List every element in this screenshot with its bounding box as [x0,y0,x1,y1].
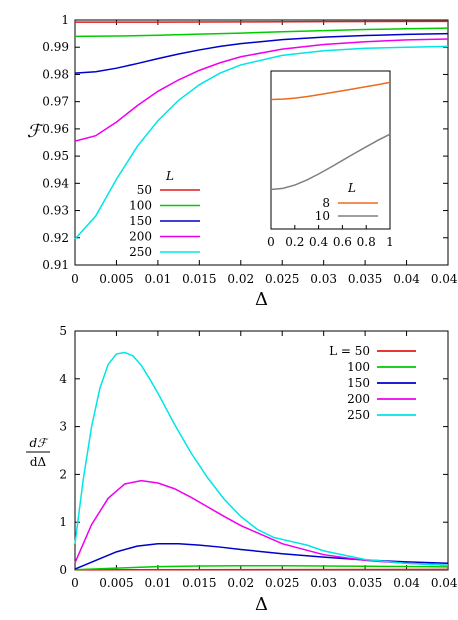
inset-series-line-8 [270,81,391,101]
y-tick-label: 3 [59,420,67,434]
y-tick-label: 0.98 [42,67,69,81]
y-tick-label: 0.93 [42,204,69,218]
x-axis-label: Δ [255,594,268,615]
x-tick-label: 0.03 [310,272,337,286]
inset-series-line-10 [270,133,391,191]
y-tick-label: 5 [59,324,67,338]
x-tick-label: 0.025 [265,576,299,590]
x-tick-label: 0.005 [99,272,133,286]
x-tick-label: 0.005 [99,576,133,590]
plot-frame-top [74,19,449,266]
series-line-50 [75,20,449,23]
legend-label: 150 [347,376,370,390]
x-tick-label: 0.02 [227,576,254,590]
y-tick-label: 0 [59,563,67,577]
chart-bottom: 0 0.005 0.01 0.015 0.02 0.025 0.03 0.035 0.04 0.0… [26,324,458,615]
y-tick-label: 0.97 [42,95,69,109]
x-tick-label: 0.015 [182,272,216,286]
y-tick-label: 0.95 [42,149,69,163]
x-tick-label: 0 [71,576,79,590]
series-line-100 [74,564,449,571]
inset-chart: 0 0.2 0.4 0.6 0.8 1 L 810 [267,70,394,249]
inset-x-tick-label: 0.8 [357,235,376,249]
y-axis-label-numerator: dℱ [29,436,49,450]
legend-label: 250 [129,245,152,259]
x-tick-label: 0.045 [431,576,458,590]
x-tick-label: 0.03 [310,576,337,590]
x-tick-label: 0.01 [145,272,172,286]
y-axis-label: ℱ [27,121,44,142]
inset-legend-title: L [347,181,356,195]
y-tick-label: 0.91 [42,258,69,272]
y-tick-label: 2 [59,467,67,481]
series-line-200 [74,38,449,142]
y-tick-label: 1 [59,515,67,529]
legend-label: 200 [347,392,370,406]
series-line-200 [74,479,449,566]
inset-x-tick-label: 0 [267,235,275,249]
y-tick-label: 0.92 [42,231,69,245]
y-tick-label: 0.96 [42,122,69,136]
legend-label: 50 [137,183,152,197]
inset-x-tick-label: 1 [386,235,394,249]
inset-frame [270,70,391,230]
y-tick-label: 0.99 [42,40,69,54]
x-tick-label: 0.04 [393,576,420,590]
y-tick-label: 0.94 [42,176,69,190]
inset-x-tick-label: 0.4 [309,235,328,249]
x-tick-label: 0.035 [348,272,382,286]
inset-x-tick-label: 0.2 [285,235,304,249]
x-tick-label: 0 [71,272,79,286]
legend-label: 100 [129,199,152,213]
legend-title: L = 50 [329,344,370,358]
legend-label: 150 [129,214,152,228]
x-tick-label: 0.035 [348,576,382,590]
x-axis-label: Δ [255,289,268,310]
y-axis-label-denominator: dΔ [30,455,47,469]
inset-legend-label: 8 [322,196,330,210]
legend-label: 250 [347,408,370,422]
legend-label: 200 [129,230,152,244]
y-tick-label: 4 [59,372,67,386]
chart-top: 0 0.005 0.01 0.015 0.02 0.025 0.03 0.035 0.04 0.0… [27,13,458,310]
legend-title: L [165,169,174,183]
series-line-250 [74,351,449,566]
series-line-150 [74,32,449,74]
x-tick-label: 0.01 [145,576,172,590]
x-tick-label: 0.045 [431,272,458,286]
series-line-100 [74,27,449,38]
x-tick-label: 0.04 [393,272,420,286]
y-tick-label: 1 [61,13,69,27]
x-tick-label: 0.02 [227,272,254,286]
x-tick-label: 0.015 [182,576,216,590]
x-tick-label: 0.025 [265,272,299,286]
inset-legend-label: 10 [315,209,330,223]
inset-x-tick-label: 0.6 [333,235,352,249]
series-line-250 [74,45,449,240]
legend-label: 100 [347,360,370,374]
